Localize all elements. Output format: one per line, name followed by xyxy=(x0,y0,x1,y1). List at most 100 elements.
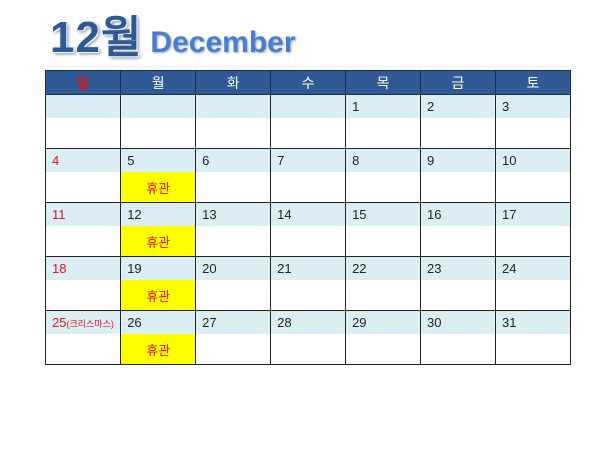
day-note-cell[interactable] xyxy=(195,226,272,257)
day-note-cell[interactable] xyxy=(44,172,122,203)
day-number: 16 xyxy=(427,207,442,222)
day-number: 22 xyxy=(352,261,367,276)
day-note-cell[interactable] xyxy=(195,280,272,311)
day-note-cell[interactable] xyxy=(420,118,496,149)
day-cell[interactable]: 30 xyxy=(420,310,496,334)
week-note-row xyxy=(44,118,572,149)
day-cell[interactable]: 15 xyxy=(345,202,422,226)
day-number: 21 xyxy=(277,261,292,276)
day-note-cell[interactable] xyxy=(44,334,122,365)
day-note-cell[interactable] xyxy=(494,226,572,257)
day-number: 14 xyxy=(277,207,292,222)
day-cell[interactable] xyxy=(120,94,197,118)
week-row: 4 5 6 7 8 9 10 xyxy=(44,148,572,172)
week-note-row: 휴관 xyxy=(44,172,572,203)
day-note-cell[interactable] xyxy=(345,226,422,257)
weekday-header: 일 xyxy=(44,70,122,95)
day-number: 10 xyxy=(501,153,517,168)
day-cell[interactable]: 4 xyxy=(44,148,122,172)
closed-label: 휴관 xyxy=(146,288,171,304)
day-cell[interactable]: 16 xyxy=(420,202,496,226)
day-note-cell[interactable]: 휴관 xyxy=(120,226,197,257)
day-note-cell[interactable] xyxy=(420,226,496,257)
day-note-cell[interactable] xyxy=(345,280,422,311)
day-cell[interactable]: 20 xyxy=(195,256,272,280)
week-row: 11 12 13 14 15 16 17 xyxy=(44,202,572,226)
day-cell[interactable]: 29 xyxy=(345,310,422,334)
week-row: 18 19 20 21 22 23 24 xyxy=(44,256,572,280)
day-number: 3 xyxy=(501,99,510,114)
weekday-header: 수 xyxy=(270,70,347,95)
day-note-cell[interactable] xyxy=(494,334,572,365)
day-number: 19 xyxy=(127,261,142,276)
day-cell[interactable]: 31 xyxy=(494,310,572,334)
day-note-cell[interactable] xyxy=(195,334,272,365)
day-note-cell[interactable] xyxy=(195,172,272,203)
day-number: 6 xyxy=(202,153,210,168)
day-cell[interactable] xyxy=(44,94,122,118)
day-note-cell[interactable] xyxy=(270,280,347,311)
week-row: 25(크리스마스) 26 27 28 29 30 31 xyxy=(44,310,572,334)
week-note-row: 휴관 xyxy=(44,280,572,311)
weekday-header: 화 xyxy=(195,70,272,95)
day-note-cell[interactable] xyxy=(270,334,347,365)
weekday-header: 금 xyxy=(420,70,496,95)
day-number: 4 xyxy=(52,153,60,168)
day-cell[interactable]: 23 xyxy=(420,256,496,280)
day-note-cell[interactable] xyxy=(494,172,572,203)
day-number: 17 xyxy=(501,207,517,222)
day-cell[interactable]: 3 xyxy=(494,94,572,118)
day-cell[interactable] xyxy=(270,94,347,118)
day-cell[interactable]: 11 xyxy=(44,202,122,226)
day-note-cell[interactable] xyxy=(420,334,496,365)
day-cell[interactable]: 18 xyxy=(44,256,122,280)
day-note-cell[interactable] xyxy=(270,226,347,257)
day-note-cell[interactable]: 휴관 xyxy=(120,280,197,311)
day-note-cell[interactable] xyxy=(494,280,572,311)
day-note-cell[interactable] xyxy=(44,280,122,311)
day-number: 12 xyxy=(127,207,142,222)
day-cell[interactable]: 25(크리스마스) xyxy=(44,310,122,334)
day-cell[interactable]: 5 xyxy=(120,148,197,172)
day-cell[interactable]: 13 xyxy=(195,202,272,226)
day-cell[interactable]: 12 xyxy=(120,202,197,226)
day-cell[interactable]: 28 xyxy=(270,310,347,334)
day-cell[interactable]: 26 xyxy=(120,310,197,334)
day-note-cell[interactable] xyxy=(345,334,422,365)
day-number: 5 xyxy=(127,153,135,168)
day-cell[interactable]: 22 xyxy=(345,256,422,280)
day-note-cell[interactable] xyxy=(120,118,197,149)
day-cell[interactable]: 6 xyxy=(195,148,272,172)
day-note-cell[interactable] xyxy=(345,172,422,203)
day-note-cell[interactable] xyxy=(44,118,122,149)
weekday-header: 토 xyxy=(494,70,572,95)
day-cell[interactable]: 14 xyxy=(270,202,347,226)
day-number: 24 xyxy=(501,261,517,276)
day-cell[interactable]: 24 xyxy=(494,256,572,280)
day-cell[interactable]: 27 xyxy=(195,310,272,334)
day-cell[interactable]: 21 xyxy=(270,256,347,280)
day-cell[interactable]: 7 xyxy=(270,148,347,172)
day-cell[interactable]: 8 xyxy=(345,148,422,172)
day-number: 23 xyxy=(427,261,442,276)
day-note-cell[interactable] xyxy=(345,118,422,149)
holiday-note: (크리스마스) xyxy=(66,319,114,329)
day-cell[interactable]: 19 xyxy=(120,256,197,280)
day-note-cell[interactable] xyxy=(420,172,496,203)
day-note-cell[interactable] xyxy=(270,118,347,149)
day-note-cell[interactable]: 휴관 xyxy=(120,334,197,365)
day-number: 18 xyxy=(52,261,67,276)
day-note-cell[interactable] xyxy=(420,280,496,311)
day-cell[interactable]: 10 xyxy=(494,148,572,172)
day-note-cell[interactable]: 휴관 xyxy=(120,172,197,203)
day-note-cell[interactable] xyxy=(44,226,122,257)
day-cell[interactable] xyxy=(195,94,272,118)
day-cell[interactable]: 2 xyxy=(420,94,496,118)
day-cell[interactable]: 17 xyxy=(494,202,572,226)
day-cell[interactable]: 9 xyxy=(420,148,496,172)
day-note-cell[interactable] xyxy=(195,118,272,149)
day-note-cell[interactable] xyxy=(270,172,347,203)
day-cell[interactable]: 1 xyxy=(345,94,422,118)
day-note-cell[interactable] xyxy=(494,118,572,149)
